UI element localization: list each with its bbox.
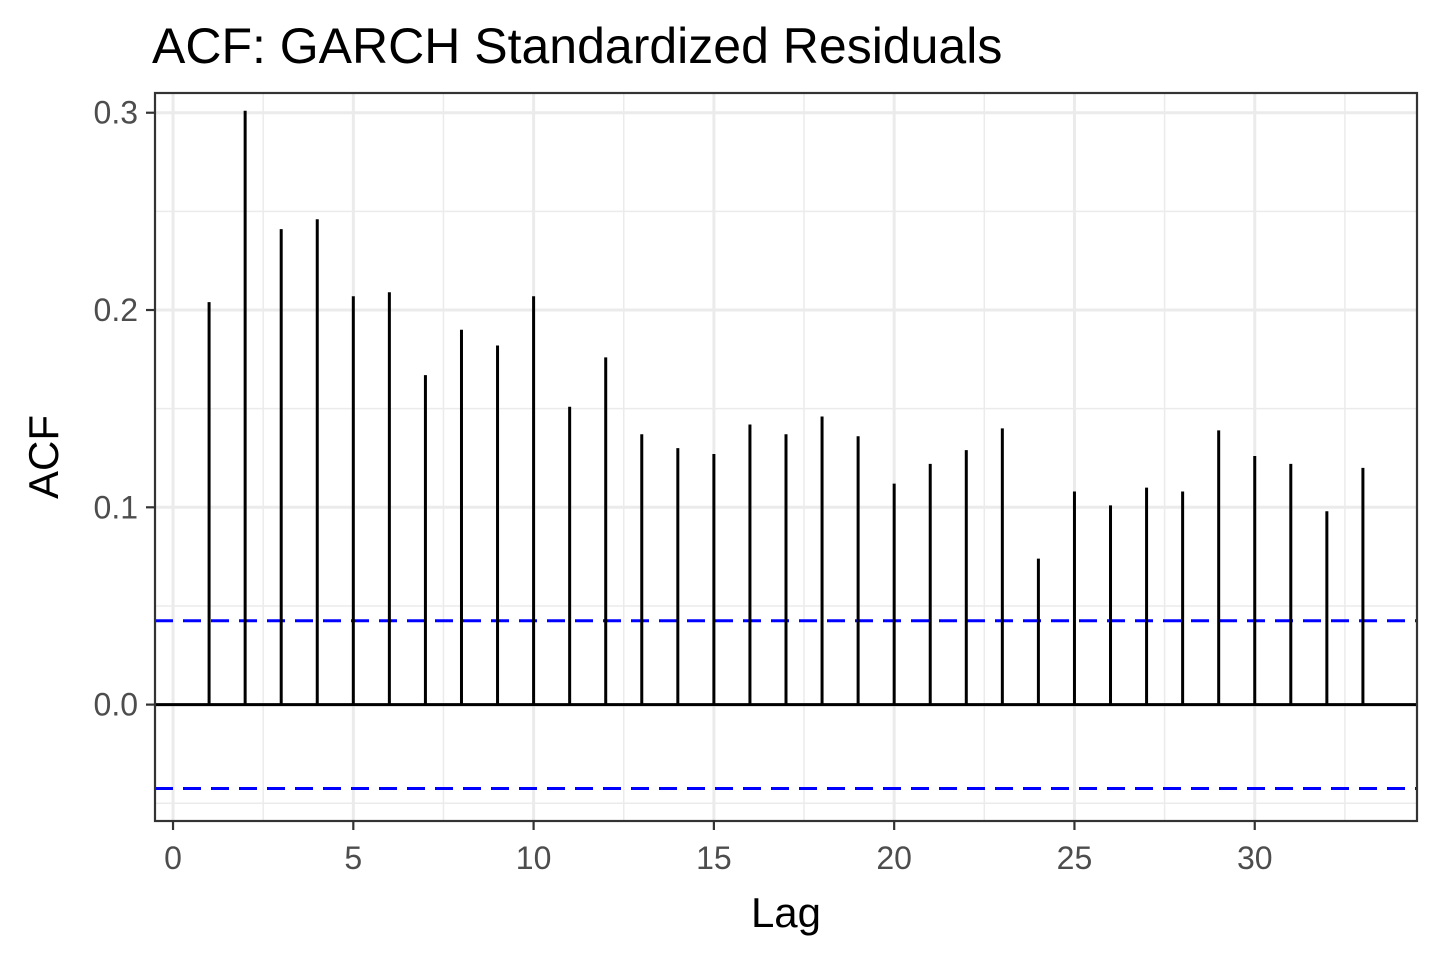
y-axis: 0.0 0.1 0.2 0.3 <box>94 95 155 723</box>
x-axis-title: Lag <box>751 889 821 936</box>
x-tick-label: 0 <box>164 840 182 876</box>
acf-bars <box>155 110 1417 707</box>
y-tick-label: 0.2 <box>94 292 138 328</box>
x-tick-label: 25 <box>1057 840 1093 876</box>
x-tick-label: 10 <box>516 840 552 876</box>
x-tick-label: 30 <box>1237 840 1273 876</box>
x-tick-label: 5 <box>344 840 362 876</box>
x-tick-label: 15 <box>696 840 732 876</box>
panel-border <box>153 91 1419 823</box>
y-tick-label: 0.3 <box>94 95 138 131</box>
y-axis-title: ACF <box>20 415 67 499</box>
y-tick-label: 0.1 <box>94 489 138 525</box>
x-axis: 0 5 10 15 20 25 30 <box>164 821 1273 876</box>
x-tick-label: 20 <box>876 840 912 876</box>
y-tick-label: 0.0 <box>94 687 138 723</box>
chart-title: ACF: GARCH Standardized Residuals <box>152 18 1002 74</box>
